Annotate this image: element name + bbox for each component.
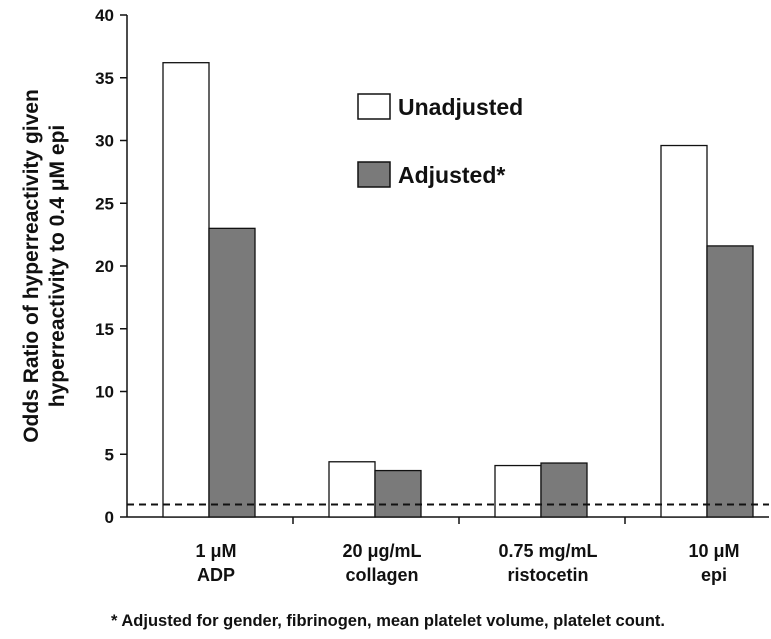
bars [162,62,754,518]
y-axis-title-line: Odds Ratio of hyperreactivity given [20,89,43,443]
bar-unadjusted [660,144,708,518]
y-tick-label: 40 [95,6,114,25]
category-label: epi [701,565,727,585]
y-axis: 0 5 10 15 20 25 30 35 40 [95,6,128,527]
category-labels: 1 μM ADP 20 μg/mL collagen 0.75 mg/mL ristoce… [195,541,739,585]
category-label: ADP [197,565,235,585]
category-label: 1 μM [195,541,236,561]
y-tick-label: 10 [95,383,114,402]
category-label: 20 μg/mL [342,541,421,561]
bar-adjusted [706,245,754,518]
category-label: 10 μM [688,541,739,561]
bar-adjusted [374,469,422,518]
legend-swatch [357,93,391,120]
bar-unadjusted [494,464,542,518]
y-tick-label: 15 [95,320,114,339]
bar-unadjusted [328,461,376,518]
y-tick-label: 5 [105,445,114,464]
legend-label: Adjusted* [398,162,505,188]
y-tick-label: 20 [95,257,114,276]
bar-adjusted [208,227,256,518]
category-label: ristocetin [507,565,588,585]
legend-swatch [357,161,391,188]
y-tick-label: 35 [95,69,114,88]
y-tick-label: 25 [95,194,114,213]
y-axis-label: Odds Ratio of hyperreactivity given hyper… [20,89,69,443]
bar-adjusted [540,462,588,518]
y-tick-label: 30 [95,132,114,151]
category-label: 0.75 mg/mL [498,541,597,561]
y-tick-label: 0 [105,508,114,527]
legend: Unadjusted Adjusted* [357,93,523,188]
category-label: collagen [345,565,418,585]
footnote: * Adjusted for gender, fibrinogen, mean … [111,612,665,630]
y-axis-title-line: hyperreactivity to 0.4 μM epi [46,125,69,407]
legend-label: Unadjusted [398,94,523,120]
x-axis [127,516,769,524]
bar-unadjusted [162,62,210,518]
